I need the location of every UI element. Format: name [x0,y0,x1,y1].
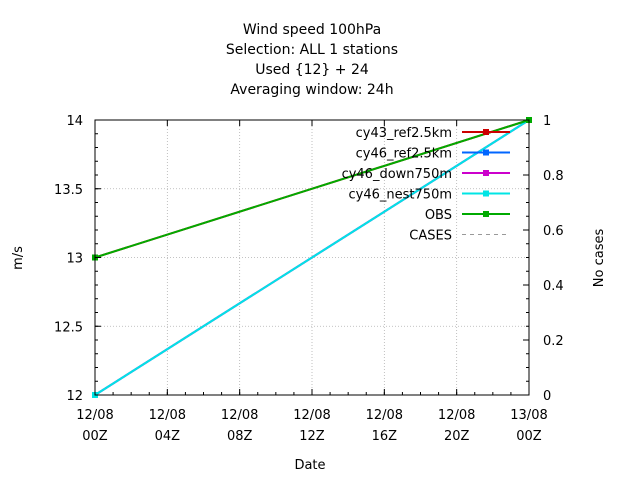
legend-label: cy46_down750m [342,167,452,182]
chart-title-line: Wind speed 100hPa [243,22,381,38]
chart-title-line: Averaging window: 24h [230,82,393,98]
x-tick-label-hour: 12Z [299,429,325,444]
y-tick-label: 14 [66,114,83,129]
x-tick-label-date: 12/08 [293,408,330,423]
y-tick-label: 12.5 [54,320,83,335]
x-tick-label-hour: 08Z [227,429,253,444]
legend-marker [483,211,489,217]
series-line [94,119,530,259]
legend-marker [483,149,489,156]
x-tick-label-date: 12/08 [149,408,186,423]
x-tick-label-hour: 16Z [372,429,398,444]
y-axis-label: m/s [11,246,26,270]
chart-title-line: Selection: ALL 1 stations [226,42,398,58]
y-tick-label: 13 [66,252,83,267]
y2-tick-label: 1 [543,114,551,129]
legend-label: OBS [425,208,452,223]
x-tick-label-hour: 20Z [444,429,470,444]
y-tick-label: 13.5 [54,183,83,198]
series-line [94,119,530,396]
y2-axis-label: No cases [592,229,607,288]
chart-title: Wind speed 100hPa Selection: ALL 1 statio… [226,22,398,98]
legend: cy43_ref2.5km cy46_ref2.5km cy46_down750mc… [342,126,510,244]
y2-tick-label: 0.4 [543,279,564,294]
y2-tick-label: 0.6 [543,224,564,239]
legend-label: cy46_ref2.5km [356,147,452,162]
y2-tick-label: 0.2 [543,334,564,349]
x-axis-label: Date [294,458,325,473]
y-tick-label: 12 [66,389,83,404]
legend-label: cy43_ref2.5km [356,126,452,141]
legend-label: cy46_nest750m [349,188,452,203]
legend-label: CASES [409,229,452,244]
legend-marker [483,190,489,197]
x-tick-label-hour: 00Z [516,429,542,444]
x-tick-label-date: 12/08 [221,408,258,423]
x-tick-label-date: 12/08 [76,408,113,423]
legend-marker [483,170,489,176]
x-tick-label-date: 13/08 [510,408,547,423]
y2-tick-label: 0 [543,389,551,404]
x-tick-label-hour: 04Z [155,429,181,444]
chart-title-line: Used {12} + 24 [255,62,369,78]
legend-marker [483,129,489,135]
x-tick-label-date: 12/08 [438,408,475,423]
y2-tick-label: 0.8 [543,169,564,184]
axis-ticks: 12 12.5 13 13.5 14 0 0.2 0.4 0.6 0.8 1 12/08 00Z 12/0… [54,114,564,444]
x-tick-label-hour: 00Z [82,429,108,444]
x-tick-label-date: 12/08 [366,408,403,423]
